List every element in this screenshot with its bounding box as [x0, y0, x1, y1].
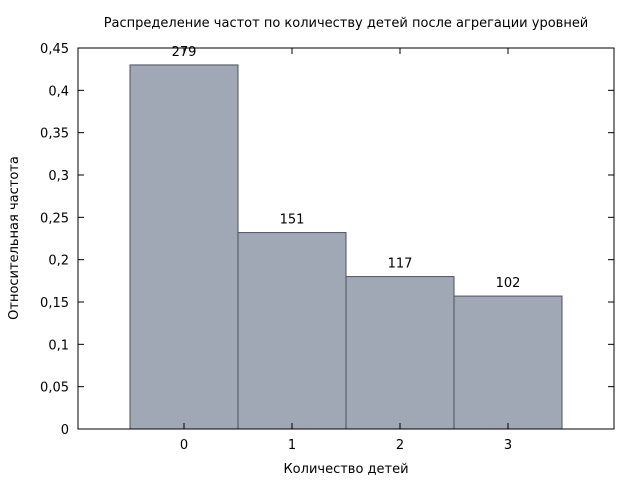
- data-label: 279: [172, 45, 197, 60]
- ticks-layer: 0 0,05 0,1 0,15 0,2 0,25 0,3 0,35 0,4 0,45 0 1 2 3: [40, 42, 614, 453]
- y-tick-label: 0,4: [48, 84, 69, 99]
- x-tick-label: 0: [180, 438, 188, 453]
- y-tick-label: 0,3: [48, 169, 69, 184]
- y-tick-label: 0: [61, 423, 69, 438]
- y-tick-label: 0,25: [40, 211, 69, 226]
- data-labels-layer: 279 151 117 102: [172, 45, 521, 291]
- data-label: 151: [280, 213, 305, 228]
- y-tick-label: 0,35: [40, 127, 69, 142]
- chart-title: Распределение частот по количеству детей…: [104, 16, 589, 31]
- y-tick-label: 0,2: [48, 254, 69, 269]
- y-tick-label: 0,1: [48, 338, 69, 353]
- bar-2: [345, 276, 455, 430]
- y-tick-label: 0,45: [40, 42, 69, 57]
- x-tick-label: 2: [396, 438, 404, 453]
- x-tick-label: 3: [504, 438, 512, 453]
- x-axis-title: Количество детей: [283, 462, 408, 477]
- bar-0: [129, 64, 239, 430]
- x-tick-label: 1: [288, 438, 296, 453]
- y-tick-label: 0,05: [40, 381, 69, 396]
- data-label: 117: [388, 257, 413, 272]
- data-label: 102: [496, 276, 521, 291]
- bar-1: [237, 232, 347, 430]
- plot-frame: [77, 47, 615, 430]
- y-tick-label: 0,15: [40, 296, 69, 311]
- bar-3: [453, 295, 563, 430]
- bars-layer: [129, 64, 563, 430]
- y-axis-title: Относительная частота: [7, 156, 22, 320]
